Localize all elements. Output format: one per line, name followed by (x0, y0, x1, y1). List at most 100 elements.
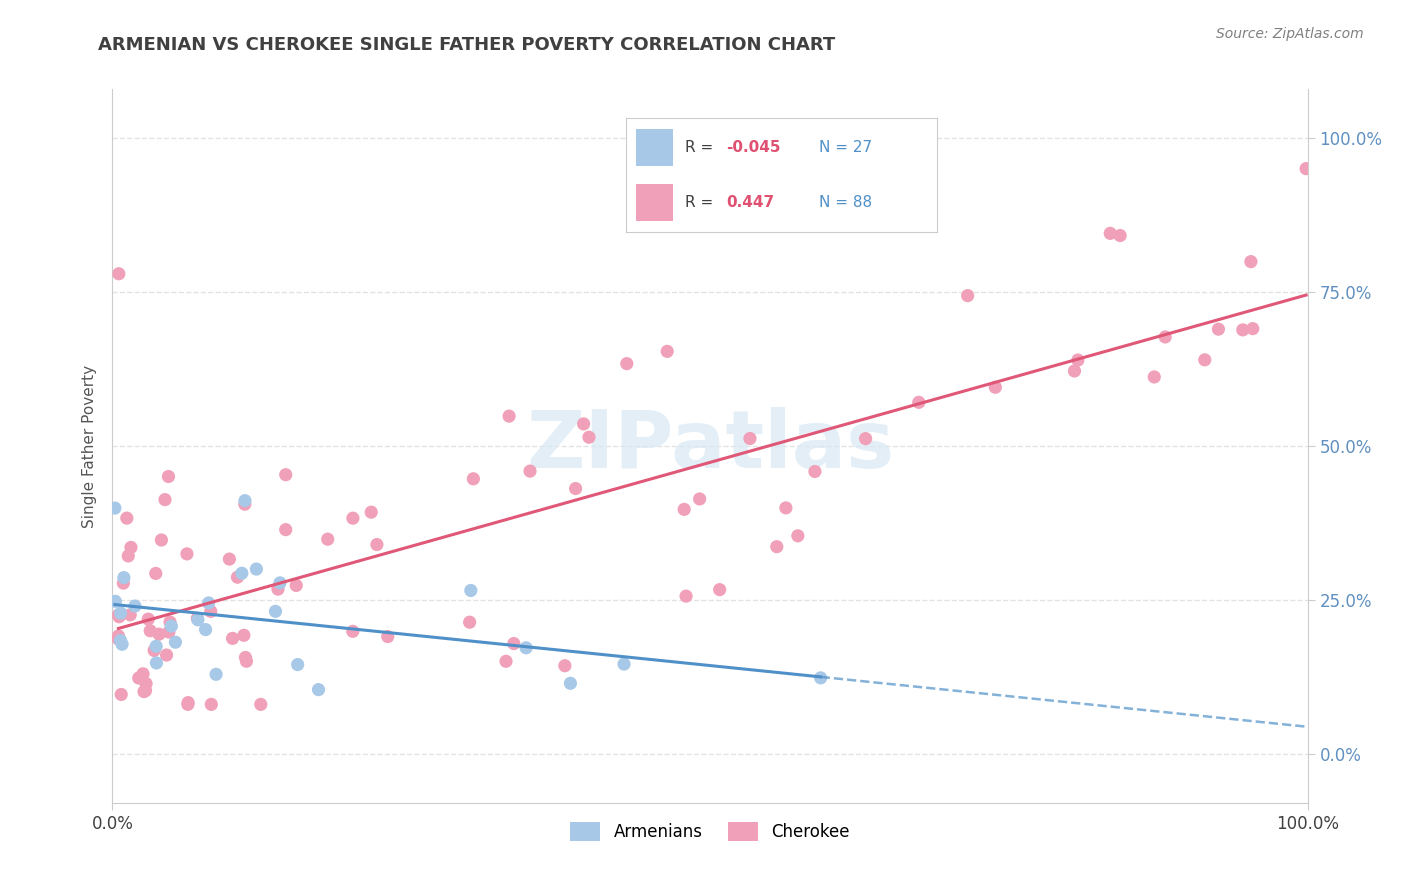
Point (110, 688, 132, 702)
Point (233, 497, 256, 511)
Point (249, 698, 271, 712)
Point (148, 627, 170, 641)
Point (157, 469, 180, 483)
Point (804, 465, 827, 479)
Point (1109, 228, 1132, 243)
Point (177, 698, 200, 712)
Point (460, 583, 482, 598)
Point (107, 629, 129, 643)
Point (221, 632, 243, 646)
Point (616, 357, 638, 371)
Point (145, 656, 167, 670)
Point (177, 696, 200, 710)
Point (111, 637, 134, 651)
Point (110, 633, 132, 648)
Point (463, 472, 485, 486)
Point (786, 529, 808, 543)
Point (153, 492, 176, 507)
Point (613, 657, 636, 671)
Point (160, 619, 183, 633)
Point (810, 671, 832, 685)
Point (150, 533, 173, 547)
Point (984, 380, 1007, 394)
Point (502, 636, 524, 650)
Point (176, 547, 198, 561)
Point (107, 607, 129, 622)
Point (107, 632, 129, 647)
Y-axis label: Single Father Poverty: Single Father Poverty (82, 365, 97, 527)
Point (159, 615, 181, 629)
Point (342, 511, 364, 525)
Point (855, 432, 877, 446)
Point (108, 609, 131, 624)
Point (231, 566, 253, 581)
Point (1099, 227, 1122, 241)
Point (155, 648, 177, 662)
Point (285, 578, 308, 592)
Point (308, 682, 330, 697)
Point (186, 611, 208, 625)
Point (135, 683, 157, 698)
Point (120, 607, 142, 622)
Point (1208, 322, 1230, 336)
Point (274, 523, 297, 537)
Point (145, 640, 167, 654)
Point (132, 684, 155, 698)
Point (1067, 353, 1090, 368)
Point (233, 493, 256, 508)
Text: ZIPatlas: ZIPatlas (526, 407, 894, 485)
Point (689, 491, 711, 506)
Point (907, 395, 929, 409)
Point (458, 615, 481, 630)
Point (554, 658, 576, 673)
Point (128, 671, 150, 685)
Point (572, 417, 595, 431)
Point (120, 541, 142, 555)
Point (194, 623, 217, 637)
Point (197, 596, 219, 610)
Point (673, 502, 696, 516)
Point (235, 650, 257, 665)
Point (205, 667, 228, 681)
Legend: Armenians, Cherokee: Armenians, Cherokee (564, 815, 856, 848)
Text: Source: ZipAtlas.com: Source: ZipAtlas.com (1216, 27, 1364, 41)
Point (112, 571, 135, 585)
Text: ARMENIAN VS CHEROKEE SINGLE FATHER POVERTY CORRELATION CHART: ARMENIAN VS CHEROKEE SINGLE FATHER POVER… (98, 36, 835, 54)
Point (675, 589, 697, 603)
Point (1295, 161, 1317, 176)
Point (1194, 352, 1216, 367)
Point (377, 630, 399, 644)
Point (274, 467, 297, 482)
Point (157, 625, 180, 640)
Point (360, 505, 382, 519)
Point (139, 624, 162, 638)
Point (1143, 370, 1166, 384)
Point (115, 511, 138, 525)
Point (110, 606, 132, 620)
Point (218, 552, 240, 566)
Point (226, 570, 249, 584)
Point (117, 549, 139, 563)
Point (235, 654, 257, 668)
Point (145, 566, 167, 581)
Point (245, 562, 267, 576)
Point (264, 604, 287, 618)
Point (519, 464, 541, 478)
Point (267, 582, 290, 596)
Point (515, 640, 537, 655)
Point (287, 657, 309, 672)
Point (316, 532, 339, 546)
Point (956, 288, 979, 302)
Point (143, 643, 166, 657)
Point (112, 576, 135, 591)
Point (200, 698, 222, 712)
Point (1154, 330, 1177, 344)
Point (104, 594, 127, 608)
Point (1241, 321, 1264, 335)
Point (107, 267, 129, 281)
Point (366, 537, 388, 551)
Point (1232, 323, 1254, 337)
Point (578, 430, 600, 444)
Point (560, 676, 582, 690)
Point (132, 666, 155, 681)
